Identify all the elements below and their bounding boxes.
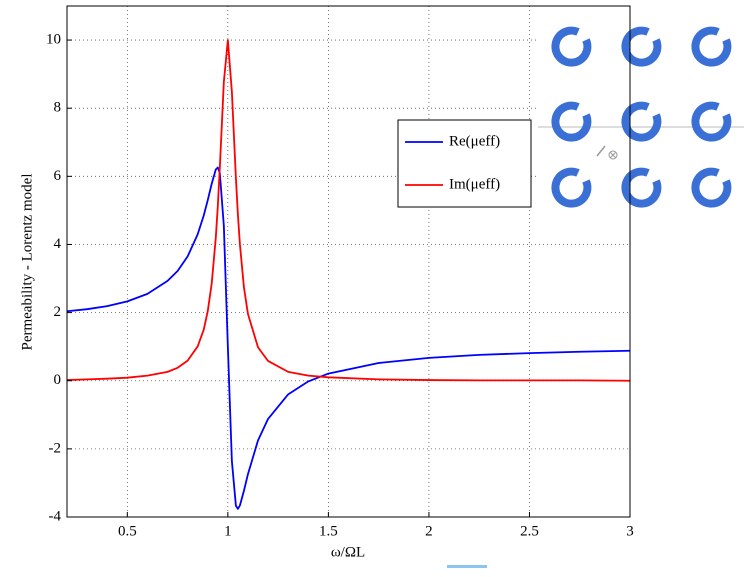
y-tick-label: 10	[46, 32, 61, 48]
x-tick-label: 1.5	[319, 523, 338, 539]
legend-box	[397, 119, 532, 208]
y-tick-label: 0	[54, 372, 62, 388]
data-line	[66, 39, 631, 382]
y-tick-label: -2	[49, 440, 62, 456]
x-tick-label: 3	[626, 523, 634, 539]
y-tick-label: -4	[49, 508, 62, 524]
x-axis-label: ω/ΩL	[331, 544, 365, 560]
y-tick-label: 2	[54, 304, 62, 320]
inset-background	[536, 0, 744, 238]
x-tick-label: 1	[224, 523, 232, 539]
y-tick-label: 4	[54, 236, 62, 252]
legend: Re(μeff) Im(μeff)	[397, 119, 532, 208]
ring	[691, 26, 732, 67]
ring	[551, 101, 592, 142]
y-tick-label: 6	[54, 168, 62, 184]
ring	[691, 101, 732, 142]
inset-image	[536, 0, 744, 238]
plot-lines	[66, 39, 631, 510]
ring	[551, 167, 592, 208]
ring	[551, 26, 592, 67]
x-tick-label: 2	[425, 523, 433, 539]
x-tick-label: 0.5	[118, 523, 137, 539]
field-symbol-cross	[609, 151, 617, 159]
ring	[691, 167, 732, 208]
field-symbol	[608, 150, 618, 160]
y-tick-label: 8	[54, 100, 62, 116]
legend-label: Re(μeff)	[449, 133, 500, 149]
data-line	[66, 166, 631, 510]
x-tick-label: 2.5	[520, 523, 539, 539]
decoration	[447, 565, 487, 568]
legend-label: Im(μeff)	[449, 176, 500, 192]
field-arrow	[596, 145, 606, 157]
y-axis-label: Permeability - Lorentz model	[19, 173, 35, 350]
plot-frame	[66, 5, 631, 518]
